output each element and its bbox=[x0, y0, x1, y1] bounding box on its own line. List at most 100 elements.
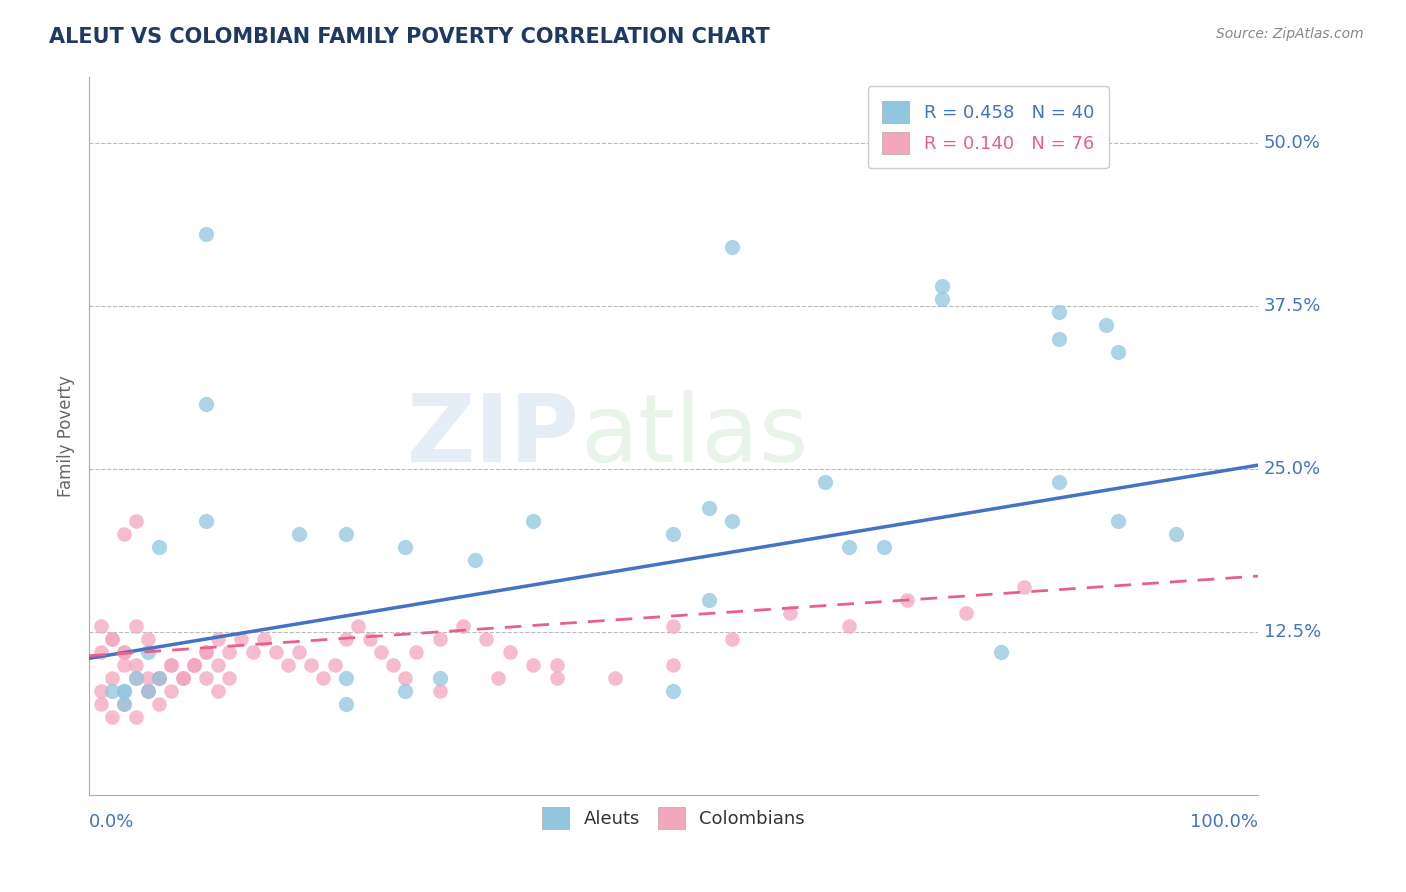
Point bbox=[183, 657, 205, 672]
Point bbox=[662, 657, 685, 672]
Point bbox=[183, 657, 205, 672]
Point bbox=[264, 645, 287, 659]
Point bbox=[148, 671, 170, 685]
Point bbox=[838, 541, 860, 555]
Point bbox=[136, 645, 159, 659]
Point bbox=[990, 645, 1012, 659]
Point bbox=[90, 645, 112, 659]
Point bbox=[112, 657, 135, 672]
Point bbox=[136, 671, 159, 685]
Y-axis label: Family Poverty: Family Poverty bbox=[58, 376, 75, 498]
Point bbox=[172, 671, 194, 685]
Point bbox=[475, 632, 498, 646]
Text: 0.0%: 0.0% bbox=[89, 814, 135, 831]
Point bbox=[207, 632, 229, 646]
Point bbox=[464, 553, 486, 567]
Text: 25.0%: 25.0% bbox=[1264, 460, 1320, 478]
Legend: Aleuts, Colombians: Aleuts, Colombians bbox=[527, 793, 820, 844]
Point bbox=[359, 632, 381, 646]
Point bbox=[335, 697, 357, 711]
Point bbox=[1107, 344, 1129, 359]
Point bbox=[662, 618, 685, 632]
Point bbox=[112, 684, 135, 698]
Point bbox=[194, 645, 217, 659]
Text: 12.5%: 12.5% bbox=[1264, 624, 1322, 641]
Point bbox=[253, 632, 276, 646]
Point bbox=[183, 657, 205, 672]
Point bbox=[1012, 580, 1035, 594]
Point bbox=[101, 632, 124, 646]
Point bbox=[662, 684, 685, 698]
Point bbox=[160, 657, 183, 672]
Point bbox=[136, 632, 159, 646]
Point bbox=[136, 684, 159, 698]
Text: 50.0%: 50.0% bbox=[1264, 134, 1320, 152]
Point bbox=[160, 657, 183, 672]
Point bbox=[172, 671, 194, 685]
Text: atlas: atlas bbox=[579, 391, 808, 483]
Point bbox=[697, 592, 720, 607]
Point bbox=[229, 632, 252, 646]
Point bbox=[955, 606, 977, 620]
Point bbox=[125, 671, 148, 685]
Point bbox=[218, 671, 240, 685]
Point bbox=[194, 671, 217, 685]
Point bbox=[277, 657, 299, 672]
Point bbox=[522, 657, 544, 672]
Point bbox=[335, 671, 357, 685]
Point bbox=[160, 684, 183, 698]
Point bbox=[429, 632, 451, 646]
Point bbox=[394, 684, 416, 698]
Point bbox=[603, 671, 626, 685]
Point bbox=[288, 645, 311, 659]
Point bbox=[838, 618, 860, 632]
Point bbox=[721, 514, 744, 528]
Point bbox=[148, 671, 170, 685]
Point bbox=[101, 632, 124, 646]
Point bbox=[288, 527, 311, 541]
Point bbox=[136, 684, 159, 698]
Point bbox=[90, 684, 112, 698]
Text: 100.0%: 100.0% bbox=[1189, 814, 1258, 831]
Point bbox=[112, 645, 135, 659]
Point bbox=[112, 697, 135, 711]
Point bbox=[370, 645, 392, 659]
Point bbox=[486, 671, 509, 685]
Point bbox=[148, 541, 170, 555]
Point bbox=[394, 671, 416, 685]
Point bbox=[429, 684, 451, 698]
Point bbox=[112, 684, 135, 698]
Point bbox=[101, 710, 124, 724]
Point bbox=[522, 514, 544, 528]
Point bbox=[125, 671, 148, 685]
Point bbox=[90, 618, 112, 632]
Point bbox=[721, 240, 744, 254]
Point bbox=[207, 657, 229, 672]
Point bbox=[136, 684, 159, 698]
Point bbox=[207, 684, 229, 698]
Point bbox=[1047, 305, 1070, 319]
Point bbox=[323, 657, 346, 672]
Point bbox=[194, 645, 217, 659]
Point bbox=[1047, 332, 1070, 346]
Point bbox=[394, 541, 416, 555]
Point bbox=[546, 671, 568, 685]
Point bbox=[312, 671, 335, 685]
Point bbox=[721, 632, 744, 646]
Point bbox=[172, 671, 194, 685]
Point bbox=[242, 645, 264, 659]
Point bbox=[101, 684, 124, 698]
Point bbox=[125, 618, 148, 632]
Point bbox=[873, 541, 896, 555]
Text: ZIP: ZIP bbox=[408, 391, 579, 483]
Point bbox=[697, 501, 720, 516]
Point bbox=[1047, 475, 1070, 489]
Point bbox=[546, 657, 568, 672]
Text: ALEUT VS COLOMBIAN FAMILY POVERTY CORRELATION CHART: ALEUT VS COLOMBIAN FAMILY POVERTY CORREL… bbox=[49, 27, 770, 46]
Point bbox=[125, 514, 148, 528]
Point bbox=[112, 527, 135, 541]
Point bbox=[1107, 514, 1129, 528]
Point bbox=[335, 527, 357, 541]
Point bbox=[931, 279, 953, 293]
Point bbox=[429, 671, 451, 685]
